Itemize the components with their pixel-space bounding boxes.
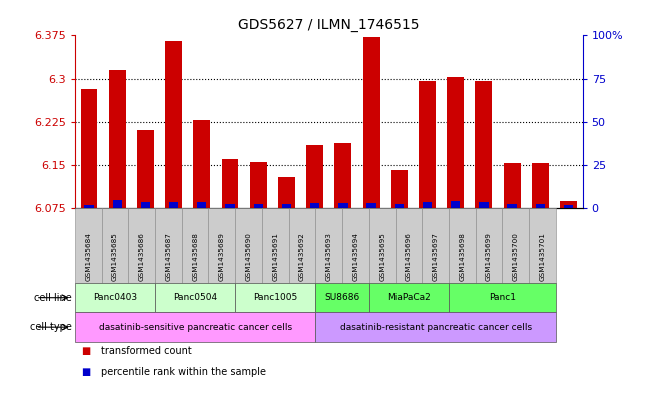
Bar [475, 81, 492, 208]
Text: GSM1435701: GSM1435701 [540, 232, 546, 281]
Text: GSM1435690: GSM1435690 [245, 232, 251, 281]
Text: Panc0504: Panc0504 [173, 293, 217, 302]
Bar [367, 203, 376, 208]
Text: GSM1435685: GSM1435685 [112, 232, 118, 281]
Bar [278, 176, 295, 208]
Bar [532, 163, 549, 208]
Text: GSM1435697: GSM1435697 [433, 232, 439, 281]
Text: GSM1435691: GSM1435691 [272, 232, 279, 281]
Text: GSM1435693: GSM1435693 [326, 232, 332, 281]
Text: dasatinib-resistant pancreatic cancer cells: dasatinib-resistant pancreatic cancer ce… [340, 323, 532, 332]
Bar [339, 203, 348, 208]
Bar [141, 202, 150, 208]
Text: GSM1435699: GSM1435699 [486, 232, 492, 281]
Bar [447, 77, 464, 208]
Text: GSM1435684: GSM1435684 [85, 232, 91, 281]
Bar [250, 162, 267, 208]
Bar [451, 201, 460, 208]
Bar [109, 70, 126, 208]
Bar [169, 202, 178, 208]
Title: GDS5627 / ILMN_1746515: GDS5627 / ILMN_1746515 [238, 18, 419, 31]
Bar [81, 89, 98, 208]
Text: cell type: cell type [30, 322, 72, 332]
Text: transformed count: transformed count [101, 346, 191, 356]
Text: GSM1435689: GSM1435689 [219, 232, 225, 281]
Bar [225, 204, 234, 208]
Bar [479, 202, 488, 208]
Bar [193, 120, 210, 208]
Text: ■: ■ [81, 367, 90, 377]
Bar [504, 163, 521, 208]
Bar [197, 202, 206, 208]
Bar [254, 204, 263, 208]
Text: GSM1435688: GSM1435688 [192, 232, 198, 281]
Text: percentile rank within the sample: percentile rank within the sample [101, 367, 266, 377]
Text: GSM1435687: GSM1435687 [165, 232, 171, 281]
Bar [536, 204, 545, 208]
Bar [310, 203, 319, 208]
Text: Panc1005: Panc1005 [253, 293, 298, 302]
Text: GSM1435700: GSM1435700 [513, 232, 519, 281]
Bar [165, 41, 182, 208]
Bar [113, 200, 122, 208]
Text: GSM1435698: GSM1435698 [460, 232, 465, 281]
Bar [564, 205, 573, 208]
Bar [419, 81, 436, 208]
Bar [335, 143, 352, 208]
Bar [508, 204, 517, 208]
Text: GSM1435686: GSM1435686 [139, 232, 145, 281]
Bar [282, 204, 291, 208]
Text: GSM1435695: GSM1435695 [379, 232, 385, 281]
Text: ■: ■ [81, 346, 90, 356]
Bar [560, 201, 577, 208]
Text: Panc0403: Panc0403 [93, 293, 137, 302]
Text: SU8686: SU8686 [324, 293, 360, 302]
Bar [306, 145, 323, 208]
Bar [221, 159, 238, 208]
Bar [363, 37, 380, 208]
Bar [137, 130, 154, 208]
Text: MiaPaCa2: MiaPaCa2 [387, 293, 431, 302]
Text: cell line: cell line [34, 293, 72, 303]
Text: Panc1: Panc1 [489, 293, 516, 302]
Text: GSM1435692: GSM1435692 [299, 232, 305, 281]
Bar [423, 202, 432, 208]
Bar [391, 170, 408, 208]
Text: GSM1435696: GSM1435696 [406, 232, 412, 281]
Text: GSM1435694: GSM1435694 [352, 232, 359, 281]
Bar [395, 204, 404, 208]
Bar [85, 205, 94, 208]
Text: dasatinib-sensitive pancreatic cancer cells: dasatinib-sensitive pancreatic cancer ce… [98, 323, 292, 332]
